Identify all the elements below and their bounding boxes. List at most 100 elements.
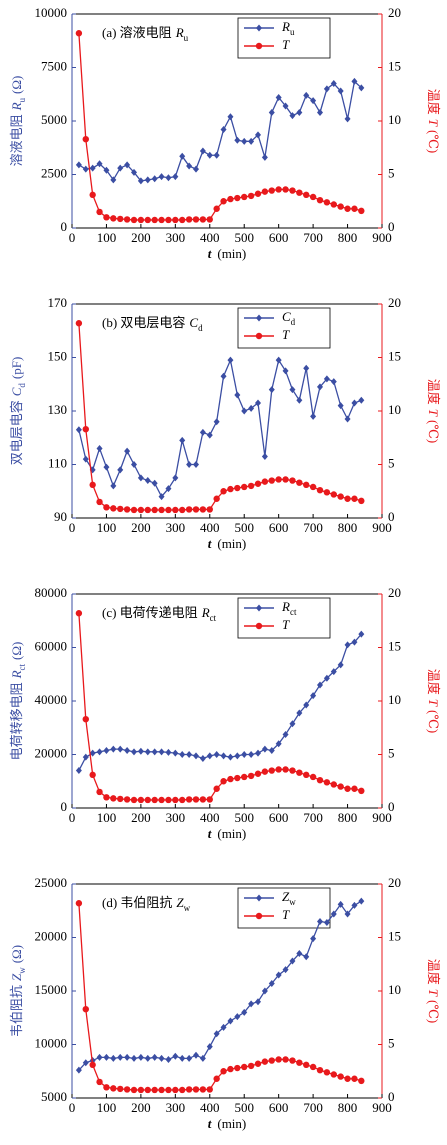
data-point	[255, 131, 261, 139]
text-part: (pF)	[9, 357, 24, 379]
legend-label: T	[282, 617, 290, 632]
data-point	[151, 796, 158, 804]
data-point	[165, 174, 172, 182]
data-point	[213, 785, 220, 792]
text-part: (℃)	[426, 710, 441, 733]
data-point	[220, 1068, 227, 1075]
data-point	[117, 745, 124, 753]
x-axis-label: t (min)	[208, 1116, 247, 1131]
data-point	[296, 950, 303, 958]
data-point	[82, 455, 89, 463]
data-point	[172, 749, 179, 757]
text-part: w	[289, 897, 296, 907]
data-point	[358, 207, 365, 215]
data-point	[358, 1077, 365, 1085]
data-point	[241, 773, 248, 781]
data-point	[227, 195, 234, 203]
data-point	[337, 493, 344, 500]
data-point	[282, 367, 289, 375]
text-part: (Ω)	[9, 76, 24, 94]
data-point	[268, 477, 275, 484]
y-tick-label: 10000	[35, 1035, 68, 1050]
data-point	[186, 751, 193, 758]
data-point	[344, 641, 351, 649]
data-point	[289, 112, 296, 120]
legend-marker	[255, 42, 263, 50]
data-point	[89, 1061, 96, 1069]
data-point	[158, 1086, 165, 1094]
data-point	[268, 187, 275, 194]
x-tick-label: 900	[372, 230, 392, 245]
data-point	[179, 506, 186, 514]
data-point	[137, 177, 144, 185]
data-point	[144, 176, 151, 184]
data-point	[158, 1054, 165, 1062]
data-point	[296, 108, 303, 116]
data-point	[234, 194, 241, 202]
chart-title: (d) 韦伯阻抗 Zw	[102, 895, 191, 913]
data-point	[110, 1054, 117, 1062]
data-point	[337, 661, 344, 669]
data-point	[206, 1043, 213, 1051]
data-point	[220, 488, 227, 495]
y-tick-label: 0	[61, 799, 68, 814]
data-point	[337, 783, 344, 790]
data-point	[220, 1023, 227, 1031]
data-point	[172, 1052, 179, 1060]
data-point	[82, 165, 89, 173]
y-tick-label: 80000	[35, 585, 68, 600]
data-point	[296, 1059, 303, 1066]
legend-box	[237, 597, 331, 639]
x-tick-label: 700	[303, 810, 323, 825]
data-point	[268, 386, 275, 394]
data-point	[206, 216, 213, 223]
x-tick-label: 600	[269, 810, 289, 825]
x-tick-label: 400	[200, 520, 220, 535]
data-point	[89, 771, 96, 779]
data-point	[330, 1071, 337, 1078]
text-part: t	[208, 826, 212, 841]
data-point	[151, 748, 158, 756]
data-point	[192, 506, 200, 513]
y-tick-label: 40000	[35, 692, 68, 707]
data-point	[213, 151, 220, 159]
data-point	[241, 1008, 248, 1016]
data-point	[234, 1064, 241, 1072]
data-point	[316, 776, 324, 784]
data-point	[82, 753, 89, 761]
x-tick-label: 900	[372, 1100, 392, 1115]
data-point	[317, 917, 323, 925]
data-point	[151, 479, 158, 487]
x-tick-label: 800	[338, 230, 358, 245]
text-part: w	[17, 967, 27, 974]
x-tick-label: 500	[234, 810, 254, 825]
y2-tick-label: 0	[388, 799, 395, 814]
data-point	[103, 1053, 110, 1061]
data-point	[282, 730, 289, 738]
y-tick-label: 20000	[35, 745, 68, 760]
x-tick-label: 200	[131, 230, 151, 245]
data-point	[96, 788, 103, 796]
text-part: (a) 溶液电阻	[102, 25, 172, 40]
y-tick-label: 5000	[41, 112, 67, 127]
data-point	[110, 482, 117, 490]
y2-tick-label: 20	[388, 585, 401, 600]
data-point	[75, 1066, 82, 1074]
y-axis-label: 电荷转移电阻 Rct (Ω)	[9, 642, 27, 761]
data-point	[172, 506, 179, 514]
data-point	[151, 506, 158, 514]
data-point	[268, 108, 275, 116]
text-part: ct	[17, 663, 27, 670]
legend-label: T	[282, 327, 290, 342]
x-axis-label: t (min)	[208, 826, 247, 841]
data-point	[179, 751, 186, 758]
text-part: (℃)	[426, 130, 441, 153]
data-point	[310, 935, 317, 943]
y2-tick-label: 5	[388, 455, 395, 470]
data-point	[275, 971, 282, 979]
y-tick-label: 25000	[35, 875, 68, 890]
data-point	[234, 391, 241, 399]
y2-tick-label: 20	[388, 875, 401, 890]
data-point	[317, 108, 323, 116]
x-tick-label: 600	[269, 1100, 289, 1115]
